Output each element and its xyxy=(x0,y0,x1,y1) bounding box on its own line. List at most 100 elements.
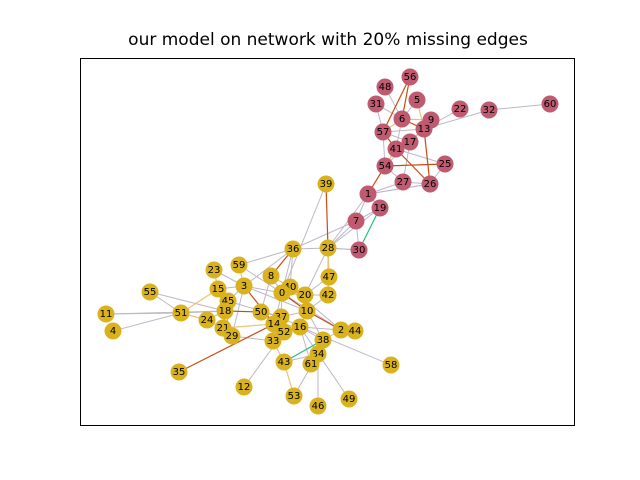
node-circle-55 xyxy=(141,283,159,301)
node-20: 20 xyxy=(296,286,314,304)
node-label-55: 55 xyxy=(144,287,157,298)
node-circle-5 xyxy=(408,91,426,109)
node-circle-39 xyxy=(317,175,335,193)
node-label-58: 58 xyxy=(385,360,398,371)
edge-41-25 xyxy=(395,148,446,165)
node-circle-47 xyxy=(320,268,338,286)
node-circle-61 xyxy=(302,355,320,373)
node-circle-16 xyxy=(291,318,309,336)
edge-60-32 xyxy=(488,103,551,111)
node-39: 39 xyxy=(317,175,335,193)
node-circle-51 xyxy=(172,304,190,322)
node-32: 32 xyxy=(480,101,498,119)
node-label-28: 28 xyxy=(322,243,335,254)
node-label-6: 6 xyxy=(399,114,405,125)
node-label-21: 21 xyxy=(217,323,230,334)
node-56: 56 xyxy=(401,68,419,86)
node-13: 13 xyxy=(415,120,433,138)
edge-13-26 xyxy=(423,128,431,185)
node-label-42: 42 xyxy=(322,290,335,301)
node-circle-27 xyxy=(394,173,412,191)
node-label-50: 50 xyxy=(255,307,268,318)
node-label-3: 3 xyxy=(241,281,247,292)
node-label-61: 61 xyxy=(305,359,318,370)
node-55: 55 xyxy=(141,283,159,301)
node-label-45: 45 xyxy=(222,296,235,307)
node-29: 29 xyxy=(223,327,241,345)
node-label-57: 57 xyxy=(377,127,390,138)
node-circle-20 xyxy=(296,286,314,304)
node-6: 6 xyxy=(393,110,411,128)
node-circle-15 xyxy=(209,280,227,298)
node-label-37: 37 xyxy=(275,312,288,323)
node-57: 57 xyxy=(374,123,392,141)
node-label-41: 41 xyxy=(390,144,403,155)
node-circle-28 xyxy=(319,239,337,257)
node-label-34: 34 xyxy=(312,349,325,360)
node-53: 53 xyxy=(285,387,303,405)
node-label-27: 27 xyxy=(397,177,410,188)
node-circle-50 xyxy=(252,303,270,321)
node-label-51: 51 xyxy=(175,308,188,319)
node-30: 30 xyxy=(350,241,368,259)
node-circle-24 xyxy=(198,311,216,329)
node-label-9: 9 xyxy=(428,115,434,126)
node-circle-36 xyxy=(284,240,302,258)
edge-55-18 xyxy=(149,291,226,312)
node-0: 0 xyxy=(273,284,291,302)
edge-39-28 xyxy=(325,183,329,249)
node-circle-35 xyxy=(170,363,188,381)
node-label-26: 26 xyxy=(424,179,437,190)
axes-frame xyxy=(80,58,575,426)
node-12: 12 xyxy=(235,378,253,396)
node-label-13: 13 xyxy=(418,124,431,135)
edge-49-16 xyxy=(299,326,350,400)
node-circle-17 xyxy=(401,133,419,151)
node-label-49: 49 xyxy=(343,394,356,405)
node-circle-30 xyxy=(350,241,368,259)
node-42: 42 xyxy=(319,286,337,304)
node-circle-1 xyxy=(359,185,377,203)
node-61: 61 xyxy=(302,355,320,373)
edge-3-10 xyxy=(243,285,308,312)
node-circle-31 xyxy=(367,95,385,113)
node-label-59: 59 xyxy=(233,260,246,271)
node-label-46: 46 xyxy=(312,401,325,412)
node-25: 25 xyxy=(436,155,454,173)
node-circle-59 xyxy=(230,256,248,274)
node-label-0: 0 xyxy=(279,288,285,299)
node-label-23: 23 xyxy=(208,265,221,276)
node-label-47: 47 xyxy=(323,272,336,283)
edge-59-0 xyxy=(238,264,283,294)
node-circle-8 xyxy=(262,267,280,285)
node-circle-4 xyxy=(104,322,122,340)
edge-58-16 xyxy=(299,326,392,366)
node-circle-42 xyxy=(319,286,337,304)
node-31: 31 xyxy=(367,95,385,113)
node-circle-2 xyxy=(332,321,350,339)
node-label-30: 30 xyxy=(353,245,366,256)
node-circle-23 xyxy=(205,261,223,279)
node-circle-11 xyxy=(97,305,115,323)
node-circle-54 xyxy=(376,157,394,175)
node-circle-19 xyxy=(371,199,389,217)
node-label-35: 35 xyxy=(173,367,186,378)
node-circle-0 xyxy=(273,284,291,302)
node-4: 4 xyxy=(104,322,122,340)
node-16: 16 xyxy=(291,318,309,336)
node-26: 26 xyxy=(421,175,439,193)
node-19: 19 xyxy=(371,199,389,217)
node-label-24: 24 xyxy=(201,315,214,326)
node-46: 46 xyxy=(309,397,327,415)
edge-54-25 xyxy=(384,163,446,167)
node-41: 41 xyxy=(387,140,405,158)
edge-39-0 xyxy=(281,183,327,294)
node-33: 33 xyxy=(264,332,282,350)
node-label-39: 39 xyxy=(320,179,333,190)
node-label-52: 52 xyxy=(278,327,291,338)
node-circle-3 xyxy=(235,277,253,295)
node-50: 50 xyxy=(252,303,270,321)
node-circle-6 xyxy=(393,110,411,128)
node-circle-18 xyxy=(216,302,234,320)
